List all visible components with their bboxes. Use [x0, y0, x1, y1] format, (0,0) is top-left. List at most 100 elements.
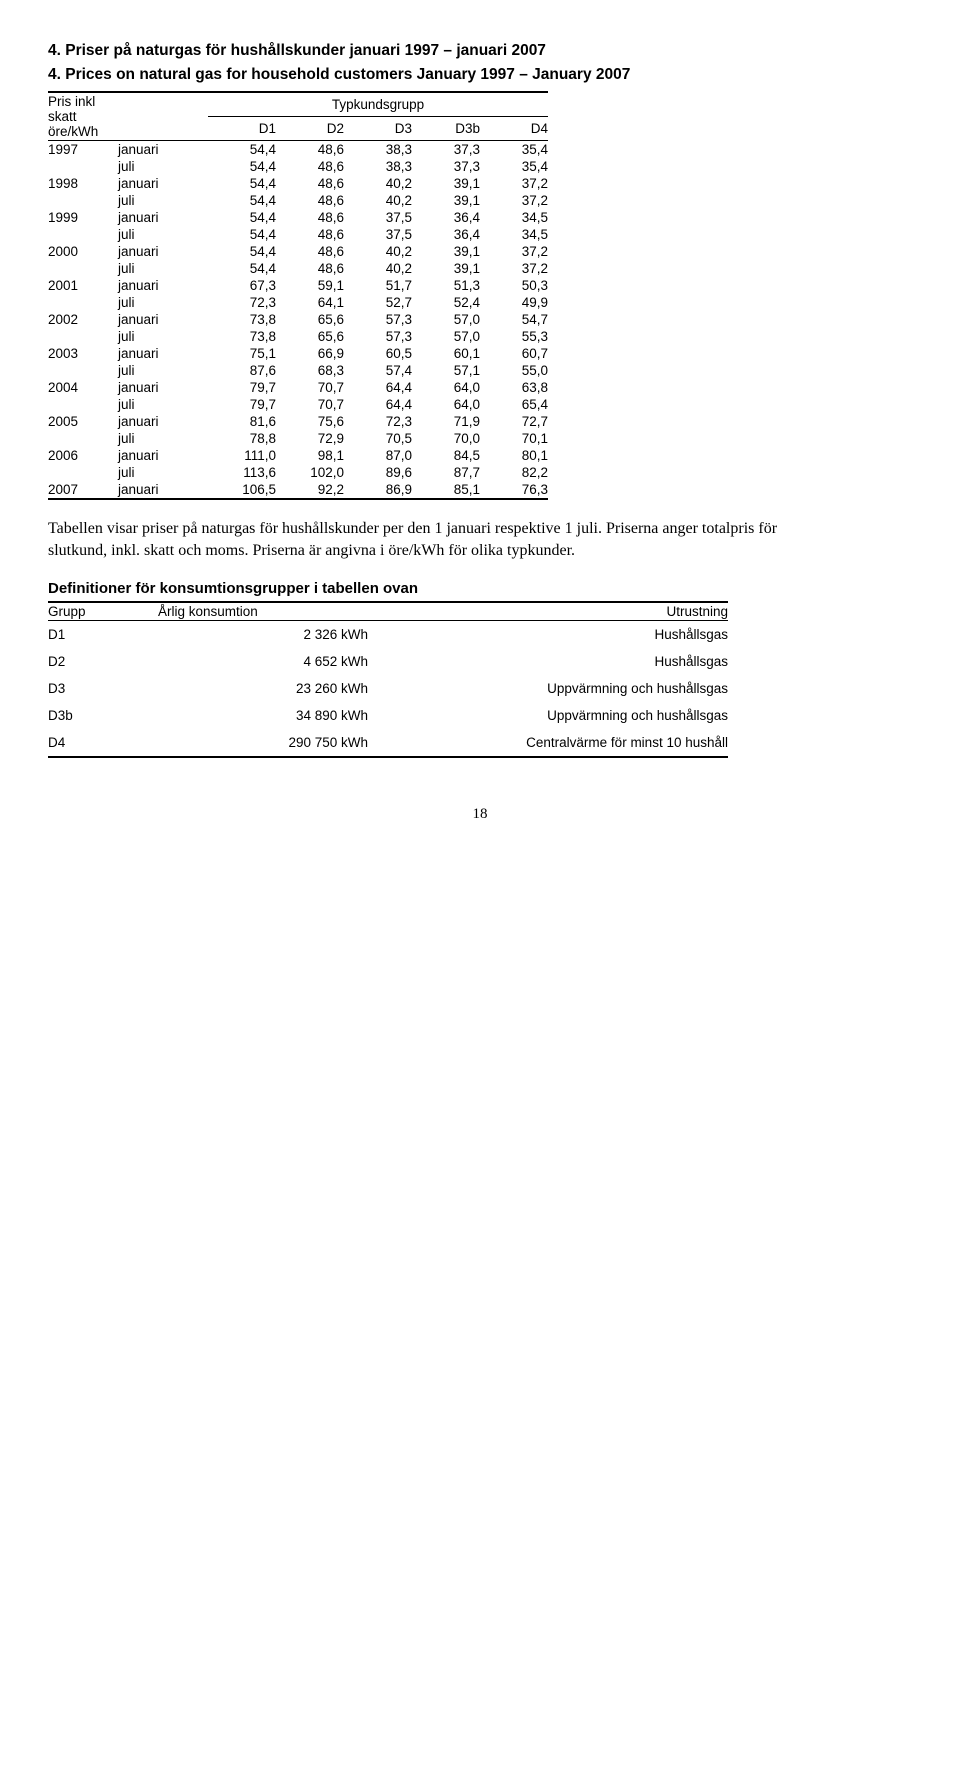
value-cell: 64,4 — [344, 396, 412, 413]
group-cell: D4 — [48, 729, 158, 757]
equipment-cell: Uppvärmning och hushållsgas — [408, 702, 728, 729]
table-row: juli73,865,657,357,055,3 — [48, 328, 548, 345]
year-cell — [48, 396, 118, 413]
table-row: 1999januari54,448,637,536,434,5 — [48, 209, 548, 226]
group-header: Typkundsgrupp — [208, 92, 548, 117]
month-cell: januari — [118, 447, 208, 464]
table-row: juli54,448,640,239,137,2 — [48, 192, 548, 209]
definitions-table: Grupp Årlig konsumtion Utrustning D12 32… — [48, 601, 728, 758]
value-cell: 57,0 — [412, 311, 480, 328]
value-cell: 70,5 — [344, 430, 412, 447]
value-cell: 98,1 — [276, 447, 344, 464]
value-cell: 55,0 — [480, 362, 548, 379]
table-row: D3b34 890 kWhUppvärmning och hushållsgas — [48, 702, 728, 729]
month-cell: juli — [118, 328, 208, 345]
value-cell: 71,9 — [412, 413, 480, 430]
col-d1: D1 — [208, 117, 276, 141]
value-cell: 84,5 — [412, 447, 480, 464]
value-cell: 37,2 — [480, 192, 548, 209]
value-cell: 66,9 — [276, 345, 344, 362]
table-row: 2005januari81,675,672,371,972,7 — [48, 413, 548, 430]
value-cell: 37,3 — [412, 158, 480, 175]
value-cell: 75,1 — [208, 345, 276, 362]
value-cell: 111,0 — [208, 447, 276, 464]
table-row: juli78,872,970,570,070,1 — [48, 430, 548, 447]
month-cell: juli — [118, 226, 208, 243]
table-row: 1997januari54,448,638,337,335,4 — [48, 141, 548, 159]
year-cell: 2001 — [48, 277, 118, 294]
month-cell: juli — [118, 464, 208, 481]
value-cell: 67,3 — [208, 277, 276, 294]
value-cell: 40,2 — [344, 175, 412, 192]
value-cell: 40,2 — [344, 192, 412, 209]
col-d3: D3 — [344, 117, 412, 141]
year-cell — [48, 226, 118, 243]
value-cell: 75,6 — [276, 413, 344, 430]
value-cell: 80,1 — [480, 447, 548, 464]
paragraph: Tabellen visar priser på naturgas för hu… — [48, 518, 828, 561]
value-cell: 57,3 — [344, 311, 412, 328]
value-cell: 54,4 — [208, 226, 276, 243]
price-table: Pris inkl skatt öre/kWh Typkundsgrupp D1… — [48, 91, 548, 500]
month-cell: januari — [118, 311, 208, 328]
value-cell: 78,8 — [208, 430, 276, 447]
value-cell: 54,4 — [208, 209, 276, 226]
year-cell: 1999 — [48, 209, 118, 226]
value-cell: 65,6 — [276, 328, 344, 345]
value-cell: 39,1 — [412, 243, 480, 260]
value-cell: 54,7 — [480, 311, 548, 328]
consumption-cell: 4 652 kWh — [158, 648, 408, 675]
defs-col-consumption: Årlig konsumtion — [158, 602, 408, 621]
value-cell: 87,7 — [412, 464, 480, 481]
month-cell: januari — [118, 243, 208, 260]
month-cell: januari — [118, 175, 208, 192]
month-cell: juli — [118, 158, 208, 175]
value-cell: 54,4 — [208, 158, 276, 175]
year-cell — [48, 260, 118, 277]
month-cell: juli — [118, 260, 208, 277]
value-cell: 64,4 — [344, 379, 412, 396]
value-cell: 50,3 — [480, 277, 548, 294]
value-cell: 59,1 — [276, 277, 344, 294]
value-cell: 63,8 — [480, 379, 548, 396]
value-cell: 57,1 — [412, 362, 480, 379]
month-cell: januari — [118, 379, 208, 396]
defs-col-group: Grupp — [48, 602, 158, 621]
value-cell: 54,4 — [208, 192, 276, 209]
value-cell: 37,2 — [480, 260, 548, 277]
value-cell: 70,0 — [412, 430, 480, 447]
value-cell: 65,6 — [276, 311, 344, 328]
value-cell: 60,7 — [480, 345, 548, 362]
table-row: D323 260 kWhUppvärmning och hushållsgas — [48, 675, 728, 702]
value-cell: 60,1 — [412, 345, 480, 362]
value-cell: 39,1 — [412, 192, 480, 209]
defs-col-equipment: Utrustning — [408, 602, 728, 621]
table-row: juli79,770,764,464,065,4 — [48, 396, 548, 413]
value-cell: 39,1 — [412, 175, 480, 192]
value-cell: 52,7 — [344, 294, 412, 311]
value-cell: 40,2 — [344, 243, 412, 260]
value-cell: 70,7 — [276, 379, 344, 396]
value-cell: 36,4 — [412, 226, 480, 243]
value-cell: 37,2 — [480, 243, 548, 260]
value-cell: 38,3 — [344, 158, 412, 175]
value-cell: 86,9 — [344, 481, 412, 499]
year-cell — [48, 294, 118, 311]
year-cell — [48, 192, 118, 209]
value-cell: 54,4 — [208, 175, 276, 192]
month-cell: juli — [118, 192, 208, 209]
value-cell: 65,4 — [480, 396, 548, 413]
consumption-cell: 34 890 kWh — [158, 702, 408, 729]
value-cell: 73,8 — [208, 311, 276, 328]
value-cell: 102,0 — [276, 464, 344, 481]
value-cell: 64,0 — [412, 379, 480, 396]
year-cell: 2004 — [48, 379, 118, 396]
year-cell: 2000 — [48, 243, 118, 260]
table-row: juli72,364,152,752,449,9 — [48, 294, 548, 311]
value-cell: 76,3 — [480, 481, 548, 499]
value-cell: 79,7 — [208, 396, 276, 413]
month-cell: januari — [118, 277, 208, 294]
value-cell: 55,3 — [480, 328, 548, 345]
value-cell: 85,1 — [412, 481, 480, 499]
table-row: juli54,448,638,337,335,4 — [48, 158, 548, 175]
